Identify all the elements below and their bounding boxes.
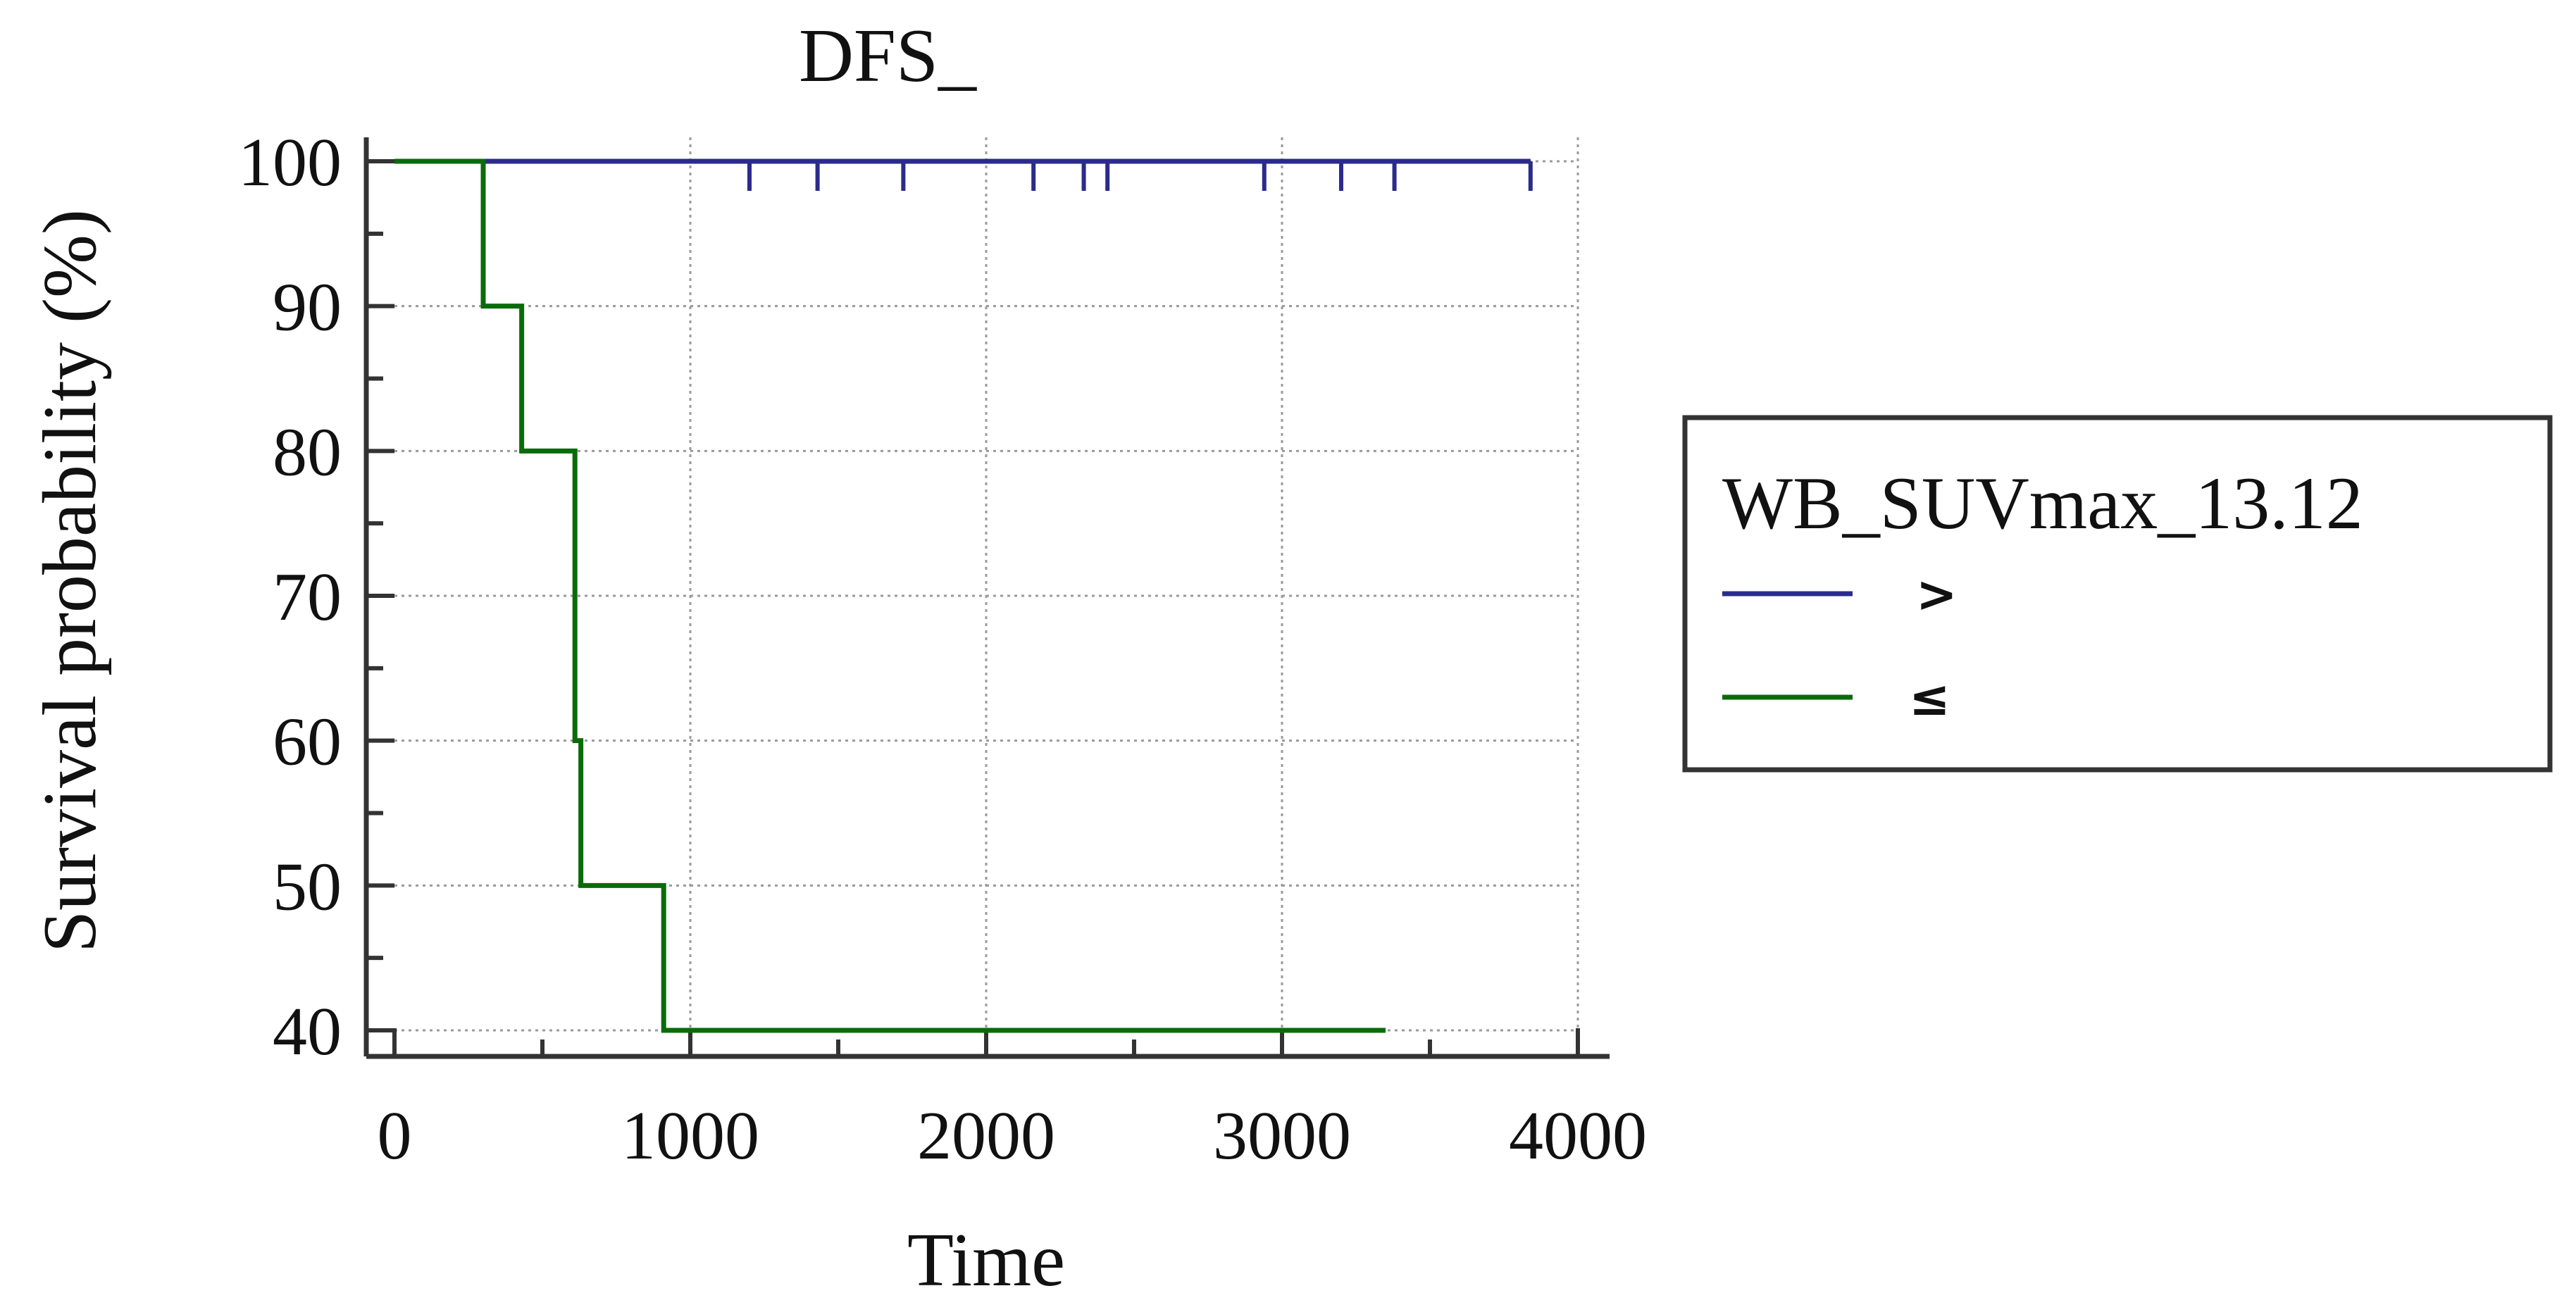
y-tick-label: 70 xyxy=(273,559,342,635)
y-tick-label: 50 xyxy=(273,849,342,925)
legend-label-above: > xyxy=(1916,566,1958,623)
x-tick-label: 3000 xyxy=(1213,1098,1351,1174)
y-tick-label: 60 xyxy=(273,704,342,780)
legend-title: WB_SUVmax_13.12 xyxy=(1722,462,2363,544)
survival-curve-below-equal xyxy=(394,158,1386,1033)
grid-lines xyxy=(394,137,1579,1032)
y-axis-label: Survival probability (%) xyxy=(28,209,112,953)
legend-label-below-equal: ≤ xyxy=(1909,669,1950,727)
y-tick-label: 80 xyxy=(273,414,342,490)
y-tick-label: 90 xyxy=(273,270,342,346)
x-tick-label: 1000 xyxy=(621,1098,759,1174)
y-tick-label: 40 xyxy=(273,994,342,1070)
x-tick-labels: 0 1000 2000 3000 4000 xyxy=(378,1098,1648,1174)
series-lines xyxy=(394,158,1533,1033)
y-tick-label: 100 xyxy=(238,125,342,201)
chart-title: DFS_ xyxy=(799,14,977,98)
y-tick-labels: 40 50 60 70 80 90 100 xyxy=(238,125,342,1070)
x-tick-label: 4000 xyxy=(1509,1098,1647,1174)
x-tick-label: 2000 xyxy=(917,1098,1055,1174)
x-axis-label: Time xyxy=(907,1218,1065,1302)
legend: WB_SUVmax_13.12 > ≤ xyxy=(1682,415,2553,773)
axes xyxy=(363,137,1610,1059)
x-tick-label: 0 xyxy=(378,1098,412,1174)
